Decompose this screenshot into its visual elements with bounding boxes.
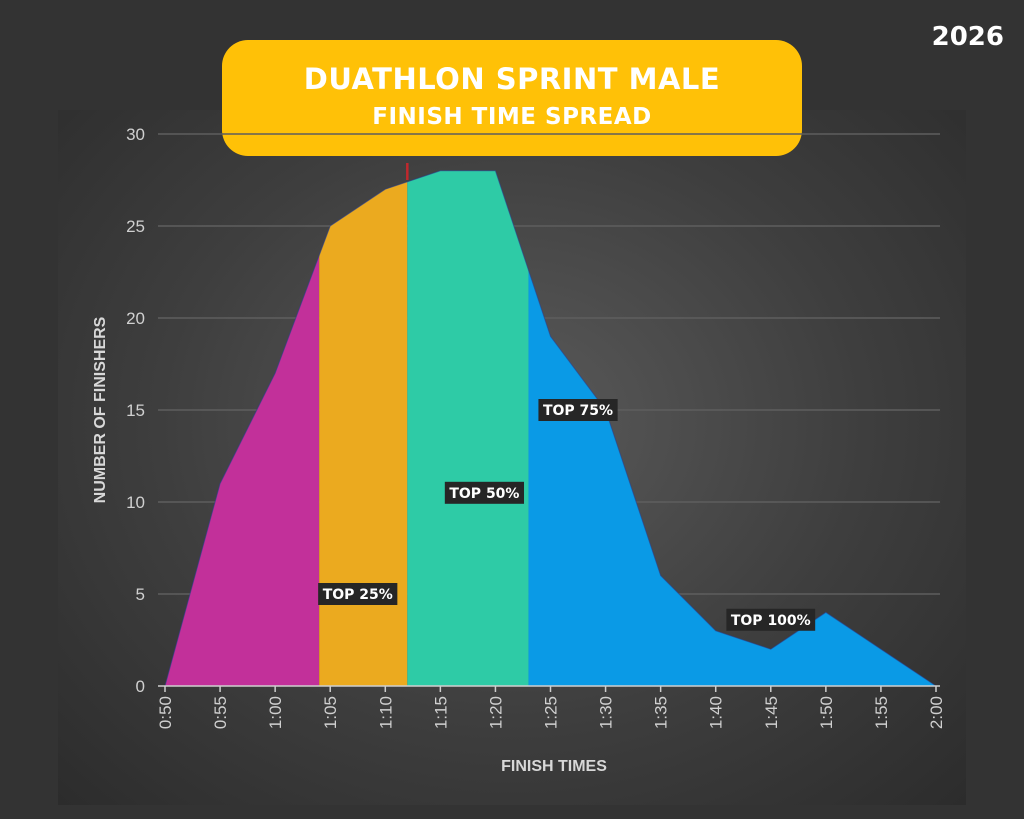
y-axis-title: NUMBER OF FINISHERS [92, 316, 109, 503]
x-tick-label: 1:20 [486, 696, 505, 729]
x-tick-label: 1:05 [321, 696, 340, 729]
segment-label-bg [318, 583, 398, 605]
segment-label: TOP 50% [449, 486, 519, 502]
chart-subtitle: FINISH TIME SPREAD [372, 104, 652, 130]
x-tick-label: 1:55 [872, 696, 891, 729]
y-tick-label: 5 [136, 585, 145, 604]
area-segment-1 [165, 255, 320, 686]
x-tick-label: 1:00 [266, 696, 285, 729]
y-tick-label: 10 [126, 493, 145, 512]
x-tick-label: 1:35 [652, 696, 671, 729]
x-tick-label: 1:45 [762, 696, 781, 729]
x-tick-label: 1:15 [431, 696, 450, 729]
segment-label-bg [726, 608, 816, 631]
segment-label: TOP 75% [543, 403, 613, 419]
segment-label-bg [444, 481, 525, 504]
x-tick-label: 2:00 [927, 696, 946, 729]
x-tick-label: 1:10 [376, 696, 395, 729]
x-tick-label: 1:50 [817, 696, 836, 729]
segment-label: TOP 25% [323, 587, 393, 603]
x-tick-label: 1:40 [707, 696, 726, 729]
segment-label: TOP 100% [731, 613, 811, 629]
year-label: 2026 [931, 22, 1004, 52]
segment-label-bg [538, 399, 618, 421]
chart-title: DUATHLON SPRINT MALE [303, 62, 721, 96]
y-tick-label: 25 [126, 217, 145, 236]
y-tick-label: 30 [126, 125, 145, 144]
area-segment-4 [528, 270, 936, 686]
x-tick-label: 1:30 [597, 696, 616, 729]
x-tick-label: 0:55 [211, 696, 230, 729]
x-tick-label: 0:50 [156, 696, 175, 729]
area-segment-2 [319, 181, 408, 686]
area-segment-3 [407, 170, 529, 686]
x-axis-title: FINISH TIMES [501, 758, 607, 775]
x-tick-label: 1:25 [542, 696, 561, 729]
y-tick-label: 0 [136, 677, 145, 696]
y-tick-label: 20 [126, 309, 145, 328]
y-tick-label: 15 [126, 401, 145, 420]
title-banner: DUATHLON SPRINT MALE FINISH TIME SPREAD [222, 40, 802, 156]
